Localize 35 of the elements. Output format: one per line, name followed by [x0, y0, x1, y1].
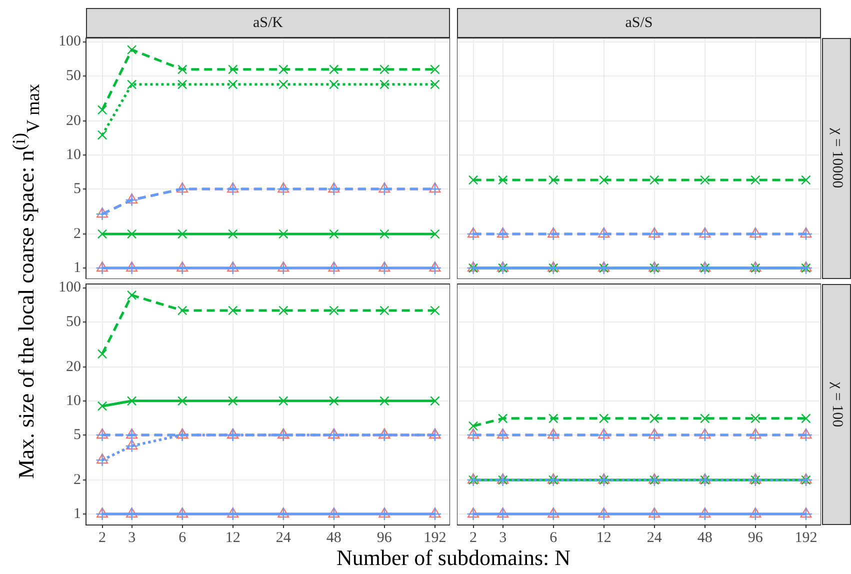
y-tick-label: 5: [74, 180, 81, 197]
y-tick-label: 20: [66, 358, 81, 375]
x-tick-label: 48: [697, 530, 712, 546]
y-tick-label: 5: [74, 426, 81, 443]
y-tick-label: 20: [66, 112, 81, 129]
x-axis-title: Number of subdomains: N: [336, 545, 571, 571]
text: χ = 100: [828, 382, 845, 428]
x-tick-label: 6: [178, 530, 187, 546]
x-tick-label: 24: [276, 530, 292, 546]
x-tick-label: 12: [596, 530, 612, 546]
y-tick-label: 1: [74, 506, 81, 522]
x-tick-label: 3: [128, 530, 136, 546]
x-tick-label: 3: [499, 530, 507, 546]
y-tick-label: 100: [58, 280, 81, 296]
x-tick-label: 2: [98, 530, 106, 546]
x-tick-label: 192: [794, 530, 818, 546]
y-tick-label: 2: [74, 472, 81, 488]
chart-title: aS/S: [457, 8, 821, 38]
y-tick-label: 10: [66, 146, 81, 163]
x-tick-label: 192: [424, 530, 446, 546]
y-tick-label: 2: [74, 226, 81, 242]
x-tick-label: 48: [326, 530, 342, 546]
y-tick-label: 50: [66, 68, 81, 84]
y-tick-label: 1: [74, 260, 81, 276]
x-tick-label: 96: [376, 530, 392, 546]
chart-title: aS/K: [86, 8, 450, 38]
y-tick-label: 10: [66, 392, 81, 409]
y-tick-label: 50: [66, 314, 81, 330]
x-tick-label: 6: [550, 530, 558, 546]
x-tick-label: 24: [646, 530, 662, 546]
x-tick-label: 2: [470, 530, 478, 546]
text: χ = 10000: [828, 128, 845, 189]
x-tick-label: 96: [748, 530, 764, 546]
x-tick-label: 12: [225, 530, 240, 546]
y-tick-label: 100: [58, 34, 81, 50]
